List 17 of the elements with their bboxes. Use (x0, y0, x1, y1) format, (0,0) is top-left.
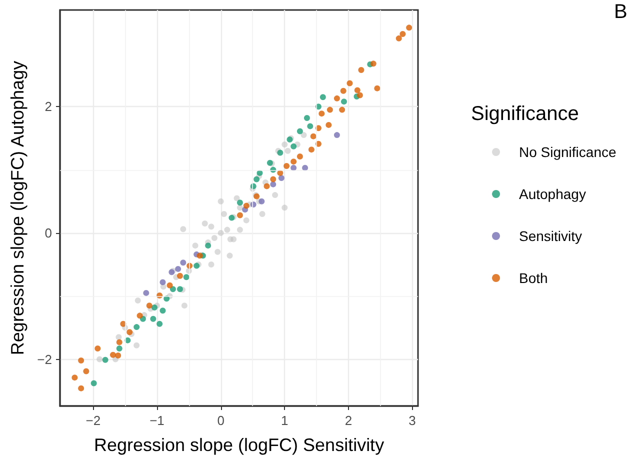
legend-title: Significance (471, 103, 579, 125)
x-axis-title: Regression slope (logFC) Sensitivity (94, 435, 384, 455)
text: B (614, 1, 628, 23)
x-tick-label: 3 (408, 413, 416, 428)
legend-label: Sensitivity (519, 228, 582, 244)
x-tick-label: −2 (86, 413, 101, 428)
x-tick-label: 2 (344, 413, 352, 428)
y-tick-label: 2 (44, 99, 52, 114)
x-tick-label: 0 (217, 413, 224, 428)
legend-label: No Significance (519, 144, 616, 160)
y-tick-label: −2 (37, 352, 52, 367)
legend-label: Both (519, 270, 548, 286)
y-tick-label: 0 (44, 225, 52, 240)
y-axis-title: Regression slope (logFC) Autophagy (7, 60, 28, 356)
x-tick-label: −1 (150, 413, 164, 428)
legend-label: Autophagy (519, 186, 586, 202)
x-tick-label: 1 (281, 413, 288, 428)
